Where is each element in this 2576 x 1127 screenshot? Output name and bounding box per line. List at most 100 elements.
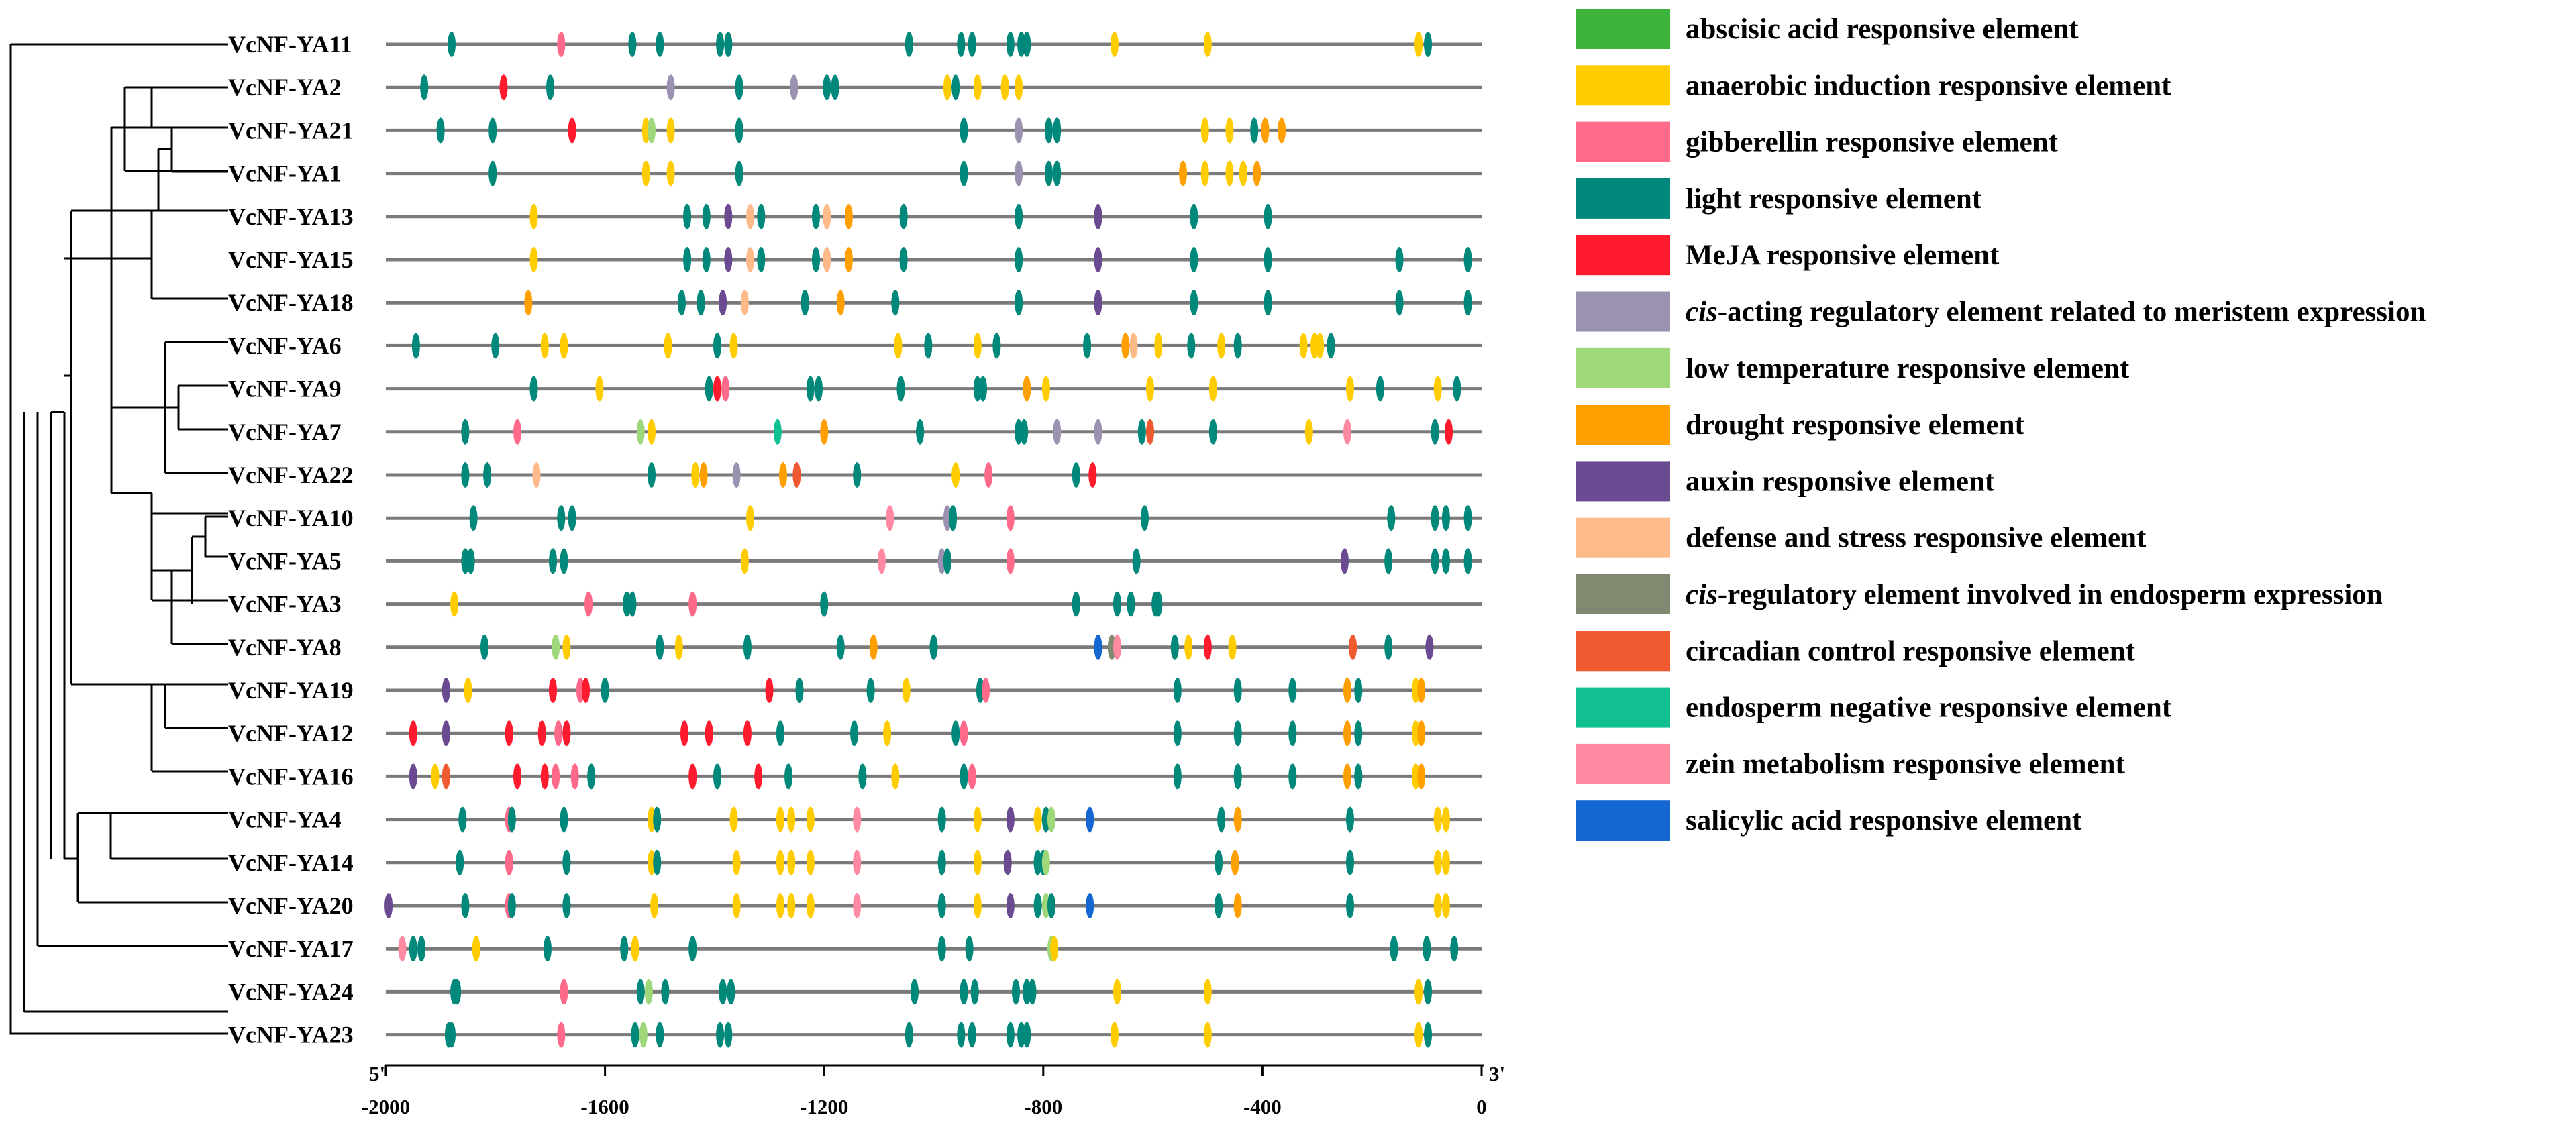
cis-element-sa <box>1094 634 1102 660</box>
gene-row: VcNF-YA6 <box>228 332 1482 359</box>
cis-element-li <box>1346 893 1354 918</box>
cis-element-li <box>1424 1022 1432 1048</box>
cis-element-au <box>724 247 733 272</box>
cis-element-li <box>488 160 497 186</box>
legend-swatch <box>1576 517 1670 558</box>
cis-element-li <box>1113 591 1121 617</box>
cis-element-li <box>1463 548 1472 574</box>
cis-element-li <box>1187 333 1196 359</box>
cis-element-li <box>1023 32 1031 57</box>
cis-element-dr <box>524 290 533 316</box>
gene-name: VcNF-YA5 <box>228 547 342 574</box>
cis-element-li <box>1020 419 1029 445</box>
cis-element-cc <box>1146 419 1154 445</box>
cis-element-li <box>1288 678 1297 703</box>
cis-element-ci <box>1015 160 1023 186</box>
legend-item: cis-regulatory element involved in endos… <box>1576 574 2383 614</box>
legend-swatch <box>1576 291 1670 332</box>
cis-element-li <box>937 806 946 833</box>
cis-element-li <box>1233 763 1242 790</box>
cis-element-li <box>801 290 809 316</box>
cis-element-li <box>1288 763 1297 790</box>
gene-name: VcNF-YA19 <box>228 677 354 704</box>
cis-element-li <box>727 979 735 1005</box>
cis-element-dr <box>869 634 878 660</box>
cis-element-au <box>442 720 450 747</box>
position-axis: 5' 3' -2000 -1600 -1200 -800 -400 0 <box>362 1062 1505 1118</box>
cis-element-li <box>1441 548 1450 574</box>
cis-element-li <box>853 462 862 488</box>
legend-swatch <box>1576 574 1670 614</box>
cis-element-li <box>757 203 766 229</box>
cis-element-li <box>850 720 859 747</box>
cis-element-dr <box>1343 720 1351 747</box>
cis-element-li <box>899 247 908 272</box>
cis-element-an <box>776 806 784 833</box>
cis-element-li <box>562 849 571 875</box>
cis-element-gi <box>688 591 697 617</box>
cis-element-li <box>957 32 966 57</box>
three-prime-label: 3' <box>1489 1062 1505 1085</box>
cis-element-li <box>683 247 692 272</box>
cis-element-li <box>568 505 576 531</box>
cis-element-li <box>1395 290 1404 316</box>
legend-label-text: light responsive element <box>1686 183 1982 215</box>
legend-label: cis-regulatory element involved in endos… <box>1686 579 2383 610</box>
cis-element-an <box>902 678 911 703</box>
cis-element-au <box>409 763 417 790</box>
cis-element-an <box>1225 117 1234 144</box>
cis-element-cc <box>1349 634 1357 660</box>
gene-row: VcNF-YA13 <box>228 203 1482 230</box>
five-prime-label: 5' <box>369 1062 385 1085</box>
cis-element-li <box>1288 720 1297 747</box>
cis-element-au <box>719 290 727 316</box>
gene-name: VcNF-YA2 <box>228 74 342 101</box>
cis-element-au <box>1003 849 1012 875</box>
cis-element-dr <box>844 247 853 272</box>
cis-element-li <box>1450 936 1459 962</box>
cis-element-an <box>648 806 656 833</box>
cis-element-li <box>743 634 752 660</box>
cis-element-li <box>1264 203 1272 229</box>
cis-element-li <box>620 936 629 962</box>
gene-name: VcNF-YA14 <box>228 849 354 876</box>
axis-tick-label: -1200 <box>800 1095 848 1118</box>
legend-swatch <box>1576 461 1670 502</box>
cis-element-li <box>896 376 905 402</box>
cis-element-de <box>746 247 754 272</box>
cis-element-an <box>746 505 754 531</box>
gene-row: VcNF-YA4 <box>228 806 1482 833</box>
cis-element-an <box>740 548 749 574</box>
cis-element-li <box>1431 419 1439 445</box>
gene-row: VcNF-YA9 <box>228 376 1482 402</box>
legend-swatch <box>1576 347 1670 388</box>
gene-name: VcNF-YA8 <box>228 634 342 661</box>
cis-element-dr <box>1343 763 1351 790</box>
cis-element-gi <box>1006 505 1015 531</box>
legend-label-text: circadian control responsive element <box>1686 635 2136 667</box>
cis-element-ze <box>1113 634 1121 660</box>
cis-element-li <box>910 979 919 1005</box>
cis-element-me <box>505 720 513 747</box>
cis-element-me <box>705 720 713 747</box>
gene-name: VcNF-YA18 <box>228 289 354 316</box>
cis-element-li <box>949 505 958 531</box>
cis-element-li <box>458 806 467 833</box>
gene-row: VcNF-YA20 <box>228 892 1482 919</box>
legend-item: abscisic acid responsive element <box>1576 9 2079 49</box>
cis-element-an <box>732 849 741 875</box>
cis-element-an <box>1414 979 1423 1005</box>
gene-row: VcNF-YA16 <box>228 763 1482 790</box>
cis-element-an <box>674 634 683 660</box>
cis-element-au <box>1094 203 1102 229</box>
cis-element-an <box>562 634 571 660</box>
gene-name: VcNF-YA6 <box>228 332 342 359</box>
cis-element-li <box>661 979 670 1005</box>
gene-name: VcNF-YA10 <box>228 504 354 531</box>
cis-element-ci <box>666 74 675 101</box>
cis-element-li <box>1264 290 1272 316</box>
cis-element-li <box>507 893 516 918</box>
axis-tick-label: -2000 <box>362 1095 410 1118</box>
cis-element-an <box>1200 117 1209 144</box>
cis-element-gi <box>982 678 990 703</box>
